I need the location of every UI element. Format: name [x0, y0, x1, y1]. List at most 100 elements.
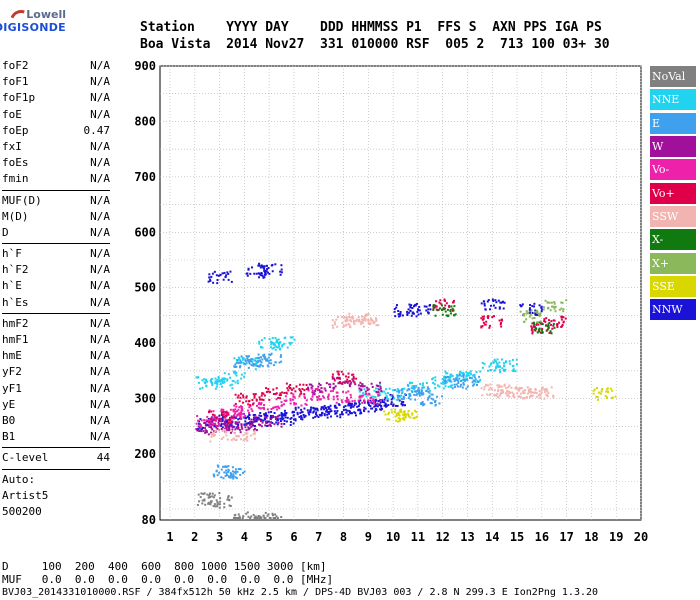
echo-speck: [359, 381, 362, 384]
echo-speck: [228, 498, 231, 501]
echo-speck: [329, 383, 332, 386]
echo-speck: [290, 388, 293, 391]
echo-speck: [496, 392, 499, 395]
echo-speck: [253, 396, 256, 399]
echo-speck: [255, 362, 258, 365]
echo-speck: [610, 387, 613, 390]
echo-speck: [265, 359, 268, 362]
echo-speck: [400, 389, 403, 392]
echo-speck: [268, 353, 271, 356]
x-tick-label: 14: [485, 530, 499, 544]
echo-speck: [311, 391, 314, 394]
echo-speck: [387, 413, 390, 416]
echo-speck: [371, 385, 374, 388]
echo-speck: [242, 515, 245, 518]
echo-speck: [531, 391, 534, 394]
echo-speck: [223, 378, 226, 381]
echo-speck: [519, 387, 522, 390]
echo-speck: [252, 393, 255, 396]
echo-speck: [354, 383, 357, 386]
echo-speck: [224, 414, 227, 417]
echo-speck: [318, 382, 321, 385]
parameter-row: h`E N/A: [2, 278, 110, 294]
echo-speck: [236, 470, 239, 473]
echo-speck: [548, 301, 551, 304]
echo-speck: [377, 385, 380, 388]
y-tick-label: 500: [134, 281, 156, 295]
echo-speck: [224, 427, 227, 430]
echo-speck: [252, 424, 255, 427]
echo-speck: [283, 342, 286, 345]
echo-speck: [245, 423, 248, 426]
echo-speck: [273, 412, 276, 415]
x-tick-label: 11: [411, 530, 425, 544]
echo-speck: [272, 388, 275, 391]
echo-speck: [269, 418, 272, 421]
echo-speck: [258, 342, 261, 345]
echo-speck: [372, 395, 375, 398]
echo-speck: [540, 306, 543, 309]
echo-speck: [463, 379, 466, 382]
echo-speck: [519, 304, 522, 307]
echo-speck: [283, 409, 286, 412]
echo-speck: [560, 318, 563, 321]
echo-speck: [410, 387, 413, 390]
echo-speck: [325, 382, 328, 385]
echo-speck: [197, 381, 200, 384]
echo-speck: [544, 320, 547, 323]
echo-speck: [196, 503, 199, 506]
echo-speck: [562, 310, 565, 313]
echo-speck: [500, 385, 503, 388]
echo-speck: [407, 397, 410, 400]
echo-speck: [335, 406, 338, 409]
echo-speck: [351, 400, 354, 403]
x-tick-label: 16: [535, 530, 549, 544]
echo-speck: [394, 404, 397, 407]
echo-speck: [266, 408, 269, 411]
echo-speck: [395, 390, 398, 393]
echo-speck: [345, 391, 348, 394]
echo-speck: [244, 420, 247, 423]
echo-speck: [459, 373, 462, 376]
echo-speck: [488, 388, 491, 391]
parameter-key: MUF(D): [2, 193, 42, 207]
echo-speck: [258, 264, 261, 267]
echo-speck: [482, 321, 485, 324]
echo-speck: [274, 263, 277, 266]
data-point-vo: [234, 392, 258, 407]
echo-speck: [274, 406, 277, 409]
divider: [2, 189, 110, 191]
echo-speck: [301, 418, 304, 421]
echo-speck: [312, 411, 315, 414]
echo-speck: [282, 414, 285, 417]
echo-speck: [538, 330, 541, 333]
echo-speck: [249, 404, 252, 407]
echo-speck: [248, 406, 251, 409]
x-tick-label: 17: [559, 530, 573, 544]
echo-speck: [283, 399, 286, 402]
echo-speck: [420, 393, 423, 396]
echo-speck: [307, 411, 310, 414]
echo-speck: [357, 384, 360, 387]
echo-speck: [518, 395, 521, 398]
echo-speck: [238, 413, 241, 416]
echo-speck: [402, 395, 405, 398]
echo-speck: [385, 394, 388, 397]
echo-speck: [562, 308, 565, 311]
echo-speck: [491, 316, 494, 319]
echo-speck: [228, 421, 231, 424]
echo-speck: [253, 430, 256, 433]
echo-speck: [256, 416, 259, 419]
echo-speck: [234, 428, 237, 431]
parameter-row: foEp 0.47: [2, 123, 110, 139]
echo-speck: [529, 395, 532, 398]
echo-speck: [385, 396, 388, 399]
echo-speck: [396, 388, 399, 391]
echo-speck: [350, 381, 353, 384]
echo-speck: [345, 324, 348, 327]
echo-speck: [227, 475, 230, 478]
echo-speck: [397, 411, 400, 414]
echo-speck: [233, 357, 236, 360]
echo-speck: [323, 414, 326, 417]
echo-speck: [417, 387, 420, 390]
